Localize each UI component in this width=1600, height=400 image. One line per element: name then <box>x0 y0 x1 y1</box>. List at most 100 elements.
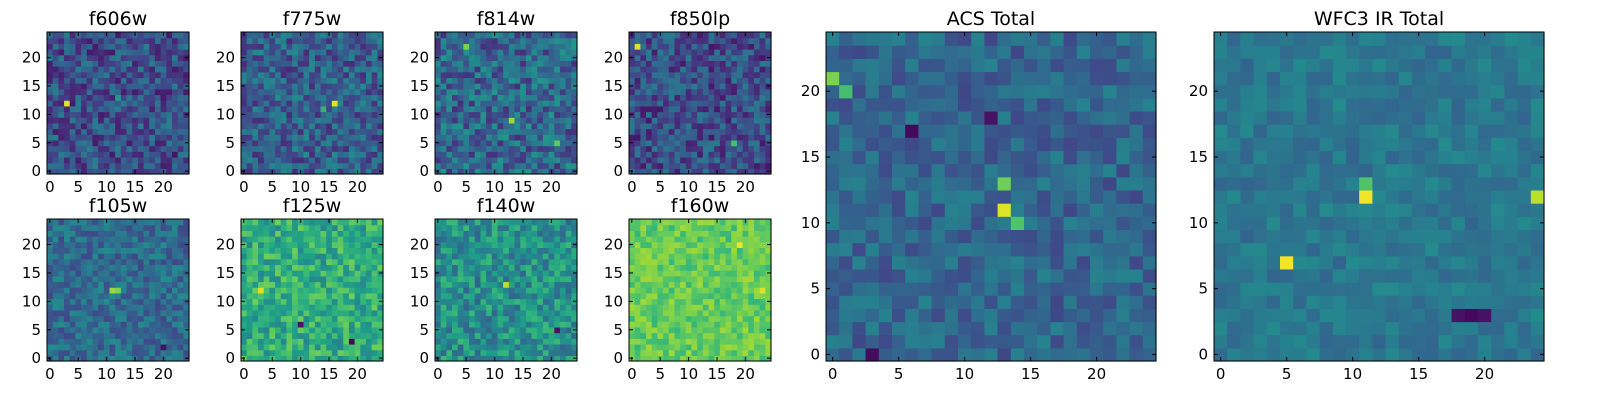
heatmap-cell <box>480 304 487 311</box>
heatmap-cell <box>92 88 99 96</box>
heatmap-cell <box>565 224 572 231</box>
heatmap-cell <box>554 275 561 283</box>
heatmap-cell <box>463 343 470 351</box>
heatmap-cell <box>548 54 555 61</box>
heatmap-cell <box>320 88 327 96</box>
heatmap-cell <box>52 54 59 61</box>
heatmap-cell <box>514 66 521 73</box>
heatmap-cell <box>92 332 99 339</box>
heatmap-cell <box>86 292 94 300</box>
heatmap-cell <box>514 117 521 124</box>
heatmap-cell <box>719 66 727 73</box>
heatmap-cell <box>292 117 299 124</box>
heatmap-cell <box>548 309 555 317</box>
heatmap-cell <box>531 309 538 317</box>
heatmap-cell <box>765 49 772 56</box>
heatmap-cell <box>542 304 550 311</box>
heatmap-cell <box>725 156 732 164</box>
heatmap-cell <box>634 281 641 288</box>
heatmap-cell <box>651 332 658 339</box>
heatmap-cell <box>503 338 510 345</box>
heatmap-cell <box>634 145 641 152</box>
heatmap-cell <box>640 77 647 84</box>
heatmap-cell <box>565 66 572 73</box>
heatmap-cell <box>680 338 687 345</box>
heatmap-cell <box>326 264 333 271</box>
heatmap-cell <box>765 338 772 345</box>
heatmap-cell <box>469 156 476 164</box>
heatmap-cell <box>320 32 327 39</box>
heatmap-cell <box>275 326 282 334</box>
heatmap-cell <box>326 241 333 248</box>
heatmap-cell <box>525 151 533 158</box>
heatmap-cell <box>120 253 128 260</box>
heatmap-cell <box>143 139 150 147</box>
heatmap-cell <box>343 315 350 322</box>
heatmap-cell <box>651 54 658 61</box>
heatmap-cell <box>702 281 710 288</box>
heatmap-cell <box>171 275 179 283</box>
heatmap-cell <box>736 156 744 164</box>
heatmap-cell <box>765 162 772 169</box>
heatmap-cell <box>508 32 516 39</box>
heatmap-cell <box>348 100 356 107</box>
heatmap-cell <box>154 43 162 50</box>
heatmap-cell <box>571 315 578 322</box>
heatmap-cell <box>246 105 253 113</box>
heatmap-cell <box>753 151 761 158</box>
heatmap-cell <box>258 49 265 56</box>
heatmap-cell <box>166 111 173 118</box>
heatmap-cell <box>149 309 156 317</box>
heatmap-cell <box>109 162 116 169</box>
heatmap-cell <box>640 122 647 130</box>
heatmap-cell <box>52 253 59 260</box>
heatmap-cell <box>491 111 499 118</box>
heatmap-cell <box>748 321 755 328</box>
heatmap-cell <box>537 49 544 56</box>
heatmap-cell <box>565 134 572 141</box>
heatmap-cell <box>559 338 567 345</box>
heatmap-cell <box>149 77 156 84</box>
heatmap-cell <box>52 66 59 73</box>
heatmap-cell <box>377 49 384 56</box>
heatmap-cell <box>252 315 259 322</box>
heatmap-cell <box>702 54 710 61</box>
heatmap-cell <box>171 338 179 345</box>
heatmap-cell <box>480 332 487 339</box>
heatmap-cell <box>354 60 361 67</box>
heatmap-cell <box>348 156 356 164</box>
heatmap-cell <box>674 338 681 345</box>
heatmap-cell <box>286 270 293 277</box>
heatmap-cell <box>241 128 248 135</box>
heatmap-cell <box>343 37 350 44</box>
heatmap-cell <box>685 77 693 84</box>
heatmap-cell <box>171 117 179 124</box>
heatmap-cell <box>103 134 111 141</box>
heatmap-cell <box>365 219 373 226</box>
heatmap-cell <box>292 145 299 152</box>
heatmap-cell <box>69 32 76 39</box>
heatmap-cell <box>365 343 373 351</box>
heatmap-cell <box>75 111 82 118</box>
heatmap-cell <box>674 139 681 147</box>
heatmap-cell <box>537 54 544 61</box>
heatmap-cell <box>246 156 253 164</box>
heatmap-cell <box>674 43 681 50</box>
heatmap-cell <box>542 270 550 277</box>
heatmap-cell <box>343 309 350 317</box>
heatmap-cell <box>480 128 487 135</box>
heatmap-cell <box>292 264 299 271</box>
heatmap-cell <box>126 332 133 339</box>
heatmap-cell <box>314 88 322 96</box>
heatmap-cell <box>377 292 384 300</box>
heatmap-cell <box>657 326 664 334</box>
heatmap-cell <box>680 77 687 84</box>
heatmap-cell <box>480 32 487 39</box>
heatmap-cell <box>503 236 510 243</box>
heatmap-cell <box>742 315 749 322</box>
heatmap-cell <box>457 258 464 266</box>
heatmap-cell <box>435 66 442 73</box>
heatmap-cell <box>120 264 128 271</box>
heatmap-cell <box>377 105 384 113</box>
heatmap-cell <box>514 224 521 231</box>
